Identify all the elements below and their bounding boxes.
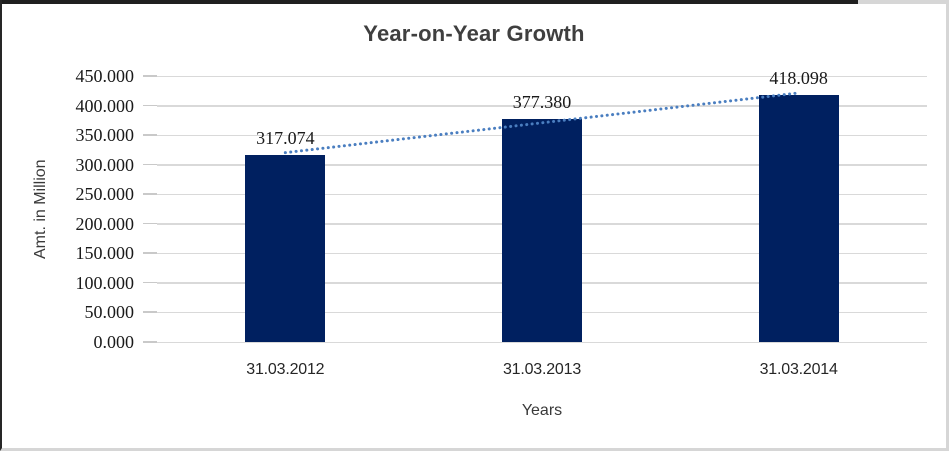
plot-area[interactable]: 317.074 377.380 418.098 (157, 68, 927, 343)
bar[interactable] (758, 94, 839, 342)
frame-top-border-right (858, 0, 946, 4)
y-tick-mark (143, 193, 157, 195)
y-tick-label: 400.000 (75, 95, 135, 116)
bar[interactable] (245, 154, 326, 342)
x-axis-title: Years (521, 402, 563, 419)
y-tick-label: 350.000 (75, 125, 135, 146)
y-tick-mark (143, 341, 157, 343)
y-tick-label: 200.000 (75, 213, 135, 234)
y-tick-mark (143, 252, 157, 254)
gridline (157, 105, 927, 107)
y-tick-mark (143, 104, 157, 107)
y-tick-label: 50.000 (84, 302, 135, 323)
y-tick-mark (143, 75, 157, 77)
x-category-label: 31.03.2013 (502, 361, 582, 378)
bar[interactable] (502, 118, 582, 342)
y-tick-label: 450.000 (75, 66, 135, 86)
bar-data-label: 418.098 (769, 67, 828, 88)
gridline (157, 75, 927, 77)
y-tick-label: 0.000 (93, 332, 135, 352)
y-tick-mark (143, 222, 157, 225)
y-tick-label: 300.000 (75, 154, 135, 175)
gridline (157, 341, 927, 343)
y-tick-mark (143, 134, 157, 136)
x-category-label: 31.03.2014 (759, 361, 838, 378)
y-tick-mark (143, 163, 157, 166)
x-category-label: 31.03.2012 (246, 361, 325, 378)
chart-title: Year-on-Year Growth (363, 21, 585, 46)
y-tick-mark (143, 281, 157, 284)
y-tick-label: 250.000 (75, 184, 135, 205)
frame-top-border (2, 0, 858, 4)
y-tick-label: 100.000 (75, 272, 135, 293)
y-tick-label: 150.000 (75, 243, 135, 264)
y-tick-mark (143, 311, 157, 313)
trendline[interactable] (157, 76, 927, 342)
bar-data-label: 317.074 (256, 127, 315, 148)
bar-data-label: 377.380 (512, 91, 572, 112)
